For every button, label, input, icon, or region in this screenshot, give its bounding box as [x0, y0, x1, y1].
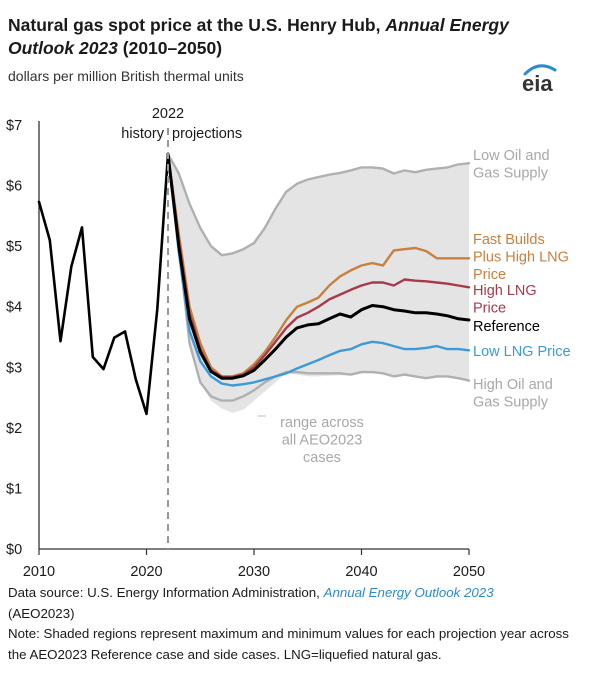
data-source: Data source: U.S. Energy Information Adm…: [8, 583, 588, 604]
axis-layer: $0 $1 $2 $3 $4 $5 $6 $7 2010 2020 2030 2040 2050: [6, 118, 485, 580]
range-annotation: cases: [303, 450, 341, 466]
series-line-low_lng: [166, 152, 471, 387]
eia-logo-icon: eia: [522, 64, 557, 96]
year-marker-label: 2022: [152, 106, 184, 122]
y-tick-label: $0: [6, 542, 22, 558]
annotation-layer: 2022 history projections range across all AE…: [121, 106, 364, 549]
range-band-layer: [168, 154, 469, 413]
y-tick-label: $3: [6, 360, 22, 376]
series-line-high_oil: [166, 152, 471, 402]
title-italic: Annual Energy Outlook 2023: [8, 15, 509, 58]
x-tick-label: 2010: [23, 564, 55, 580]
series-label-low_lng: Low LNG Price: [473, 344, 571, 360]
series-label-low_oil: Low Oil and: [473, 148, 550, 164]
y-tick-label: $6: [6, 179, 22, 195]
series-line-low_oil: [166, 152, 471, 257]
series-label-fast_builds: Fast Builds: [473, 232, 545, 248]
series-label-fast_builds: Price: [473, 267, 506, 283]
history-label: history: [121, 126, 164, 142]
series-label-high_lng: Price: [473, 301, 506, 317]
x-tick-label: 2020: [130, 564, 162, 580]
footer: Data source: U.S. Energy Information Adm…: [8, 583, 588, 665]
chart: $0 $1 $2 $3 $4 $5 $6 $7 2010 2020 2030 2040 2050 Low…: [6, 106, 571, 580]
series-label-fast_builds: Plus High LNG: [473, 250, 569, 266]
range-band-area: [168, 154, 469, 413]
history-line: [37, 152, 170, 416]
note: Note: Shaded regions represent maximum a…: [8, 626, 569, 662]
chart-subtitle: dollars per million British thermal unit…: [8, 68, 244, 84]
series-label-reference: Reference: [473, 319, 540, 335]
x-tick-label: 2040: [345, 564, 377, 580]
y-tick-label: $5: [6, 239, 22, 255]
title-part1: Natural gas spot price at the U.S. Henry…: [8, 15, 386, 35]
range-annotation: all AEO2023: [282, 433, 363, 449]
series-label-high_oil: High Oil and: [473, 377, 553, 393]
y-tick-label: $4: [6, 300, 22, 316]
chart-title: Natural gas spot price at the U.S. Henry…: [8, 14, 528, 60]
x-tick-label: 2030: [238, 564, 270, 580]
series-label-low_oil: Gas Supply: [473, 166, 549, 182]
series-label-high_oil: Gas Supply: [473, 395, 549, 411]
series-layer: [37, 152, 471, 416]
projections-label: projections: [172, 126, 242, 142]
series-line-reference: [166, 152, 471, 380]
source-prefix: Data source: U.S. Energy Information Adm…: [8, 585, 324, 600]
source-suffix: (AEO2023): [8, 605, 75, 621]
y-tick-label: $7: [6, 118, 22, 134]
y-tick-label: $1: [6, 481, 22, 497]
label-layer: Low Oil and Gas Supply Fast Builds Plus Hig…: [473, 148, 571, 411]
series-label-high_lng: High LNG: [473, 283, 537, 299]
y-tick-label: $2: [6, 421, 22, 437]
source-link[interactable]: Annual Energy Outlook 2023: [323, 585, 494, 600]
logo-text: eia: [522, 71, 553, 96]
x-tick-label: 2050: [453, 564, 485, 580]
title-part2: (2010–2050): [117, 38, 223, 58]
range-annotation: range across: [280, 415, 364, 431]
